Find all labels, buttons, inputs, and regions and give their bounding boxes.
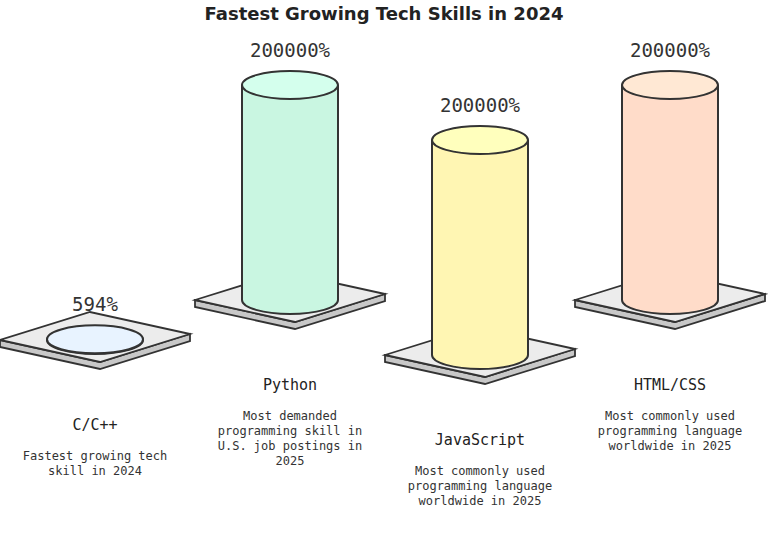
cylinder-bottom — [47, 326, 143, 354]
cylinder-top — [242, 71, 338, 99]
category-label: JavaScript — [435, 431, 525, 449]
description: Most commonly usedprogramming languagewo… — [598, 409, 743, 453]
data-label: 200000% — [250, 39, 331, 61]
description-line: skill in 2024 — [48, 464, 142, 478]
description: Most commonly usedprogramming languagewo… — [408, 464, 553, 508]
bars — [47, 71, 718, 369]
cylinder-edge — [337, 85, 339, 300]
description-line: worldwide in 2025 — [419, 494, 542, 508]
description-line: 2025 — [276, 454, 305, 468]
cylinder-edge — [717, 85, 719, 300]
description: Most demandedprogramming skill inU.S. jo… — [218, 409, 363, 468]
description-line: programming skill in — [218, 424, 363, 438]
cylinder-edge — [621, 85, 623, 300]
cylinder-edge — [241, 85, 243, 300]
description-line: Fastest growing tech — [23, 449, 168, 463]
description-line: U.S. job postings in — [218, 439, 363, 453]
description-line: programming language — [408, 479, 553, 493]
data-label: 594% — [72, 293, 118, 315]
pedestal-top — [0, 312, 190, 362]
description-line: worldwide in 2025 — [609, 439, 732, 453]
data-label: 200000% — [630, 39, 711, 61]
cylinder-edge — [527, 140, 529, 355]
bar — [622, 85, 718, 300]
category-label: C/C++ — [72, 416, 117, 434]
labels: 594% C/C++ Fastest growing techskill in 20… — [23, 39, 743, 508]
description-line: Most commonly used — [415, 464, 545, 478]
bar — [432, 140, 528, 355]
description-line: Most demanded — [243, 409, 337, 423]
category-label: HTML/CSS — [634, 376, 706, 394]
description-line: Most commonly used — [605, 409, 735, 423]
data-label: 200000% — [440, 94, 521, 116]
category-label: Python — [263, 376, 317, 394]
chart: Fastest Growing Tech Skills in 2024 594% C… — [0, 0, 768, 555]
cylinder-edge — [431, 140, 433, 355]
title: Fastest Growing Tech Skills in 2024 — [205, 3, 564, 24]
bar — [242, 85, 338, 300]
cylinder-top — [432, 126, 528, 154]
cylinder-top — [622, 71, 718, 99]
cylinder-top — [47, 325, 143, 353]
description: Fastest growing techskill in 2024 — [23, 449, 168, 478]
description-line: programming language — [598, 424, 743, 438]
